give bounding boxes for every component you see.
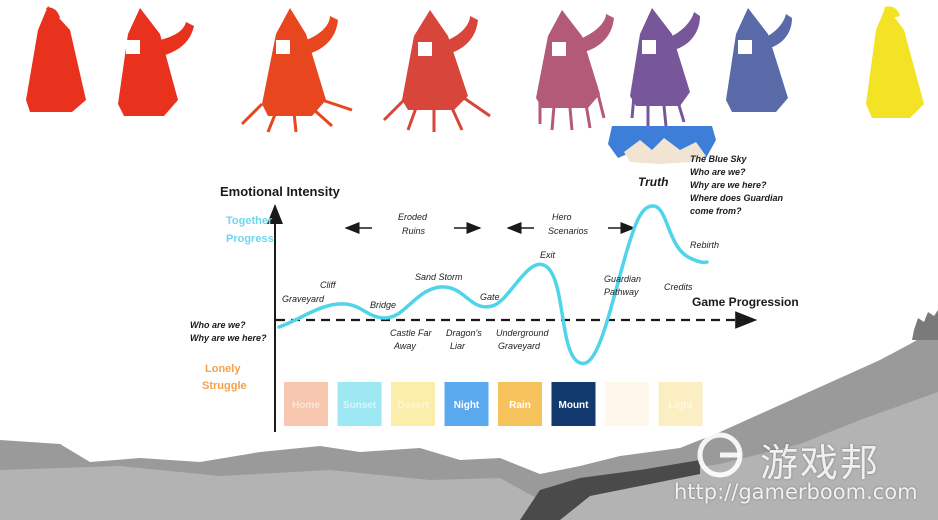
- yellow-robe-figure: [866, 6, 924, 118]
- blue-sky-line: come from?: [690, 206, 742, 216]
- red-robe-scarf-figure: [118, 8, 194, 116]
- blue-robe-figure: [726, 8, 792, 112]
- blue-sky-line: The Blue Sky: [690, 154, 748, 164]
- area-color-box-label: Night: [454, 400, 480, 411]
- gamerboom-logo-icon: [697, 432, 743, 478]
- ground-silhouette: [0, 310, 938, 520]
- stage-castle: Castle Far: [390, 328, 433, 338]
- start-question-who: Who are we?: [190, 320, 246, 330]
- watermark-url: http://gamerboom.com: [674, 480, 918, 504]
- y-axis-label: Emotional Intensity: [220, 184, 341, 199]
- stage-exit: Exit: [540, 250, 556, 260]
- together-label: Together: [226, 215, 273, 227]
- area-color-boxes: Home Sunset Desert Night Rain Mount Light: [284, 382, 703, 426]
- stage-bridge: Bridge: [370, 300, 396, 310]
- stage-sand-storm: Sand Storm: [415, 272, 463, 282]
- area-color-box-label: Light: [668, 400, 693, 411]
- red-robe-figure: [26, 6, 86, 112]
- area-color-box: [391, 382, 435, 426]
- stage-graveyard: Graveyard: [282, 294, 325, 304]
- stage-truth: Truth: [638, 175, 668, 189]
- area-color-box: [444, 382, 489, 426]
- stage-gate: Gate: [480, 292, 500, 302]
- section-eroded: Eroded: [398, 212, 428, 222]
- progress-label: Progress: [226, 233, 274, 245]
- blue-sky-line: Why are we here?: [690, 180, 767, 190]
- stage-guardian: Guardian: [604, 274, 641, 284]
- area-color-box: [284, 382, 328, 426]
- area-color-box-label: Desert: [397, 400, 429, 411]
- lonely-label: Lonely: [205, 363, 241, 375]
- stage-rebirth: Rebirth: [690, 240, 719, 250]
- stage-cliff: Cliff: [320, 280, 337, 290]
- area-color-box: [605, 382, 649, 426]
- mauve-robe-figure: [536, 10, 614, 131]
- watermark-name: 游戏邦: [760, 441, 881, 485]
- struggle-label: Struggle: [202, 380, 247, 392]
- area-color-box: [337, 382, 382, 426]
- section-ruins: Ruins: [402, 226, 426, 236]
- blue-sky-line: Who are we?: [690, 167, 746, 177]
- emotion-curve: [277, 204, 709, 366]
- area-color-box-label: Sunset: [343, 400, 377, 411]
- traveler-figures: [26, 6, 924, 133]
- area-color-box: [658, 382, 703, 426]
- chart-axes: [267, 204, 758, 432]
- purple-robe-figure: [630, 8, 700, 127]
- blue-sky-line: Where does Guardian: [690, 193, 784, 203]
- stage-credits: Credits: [664, 282, 693, 292]
- area-color-box-label: Rain: [509, 400, 531, 411]
- x-axis-label: Game Progression: [692, 295, 799, 309]
- stage-underground-graveyard: Graveyard: [498, 341, 541, 351]
- start-question-why: Why are we here?: [190, 333, 267, 343]
- coral-robe-figure: [382, 10, 491, 132]
- stage-pathway: Pathway: [604, 287, 639, 297]
- section-scenarios: Scenarios: [548, 226, 589, 236]
- blue-sky-questions: The Blue Sky Who are we? Why are we here? W…: [690, 154, 784, 216]
- stage-dragon-liar: Liar: [450, 341, 466, 351]
- area-color-box: [551, 382, 596, 426]
- area-color-box-label: Mount: [559, 400, 590, 411]
- area-color-box: [498, 382, 542, 426]
- section-hero: Hero: [552, 212, 572, 222]
- area-color-box-label: Home: [292, 400, 320, 411]
- stage-castle-away: Away: [393, 341, 416, 351]
- red-robe-long-scarf-figure: [240, 8, 353, 133]
- stage-underground: Underground: [496, 328, 550, 338]
- blue-sky-image: [608, 126, 716, 164]
- stage-dragon: Dragon's: [446, 328, 482, 338]
